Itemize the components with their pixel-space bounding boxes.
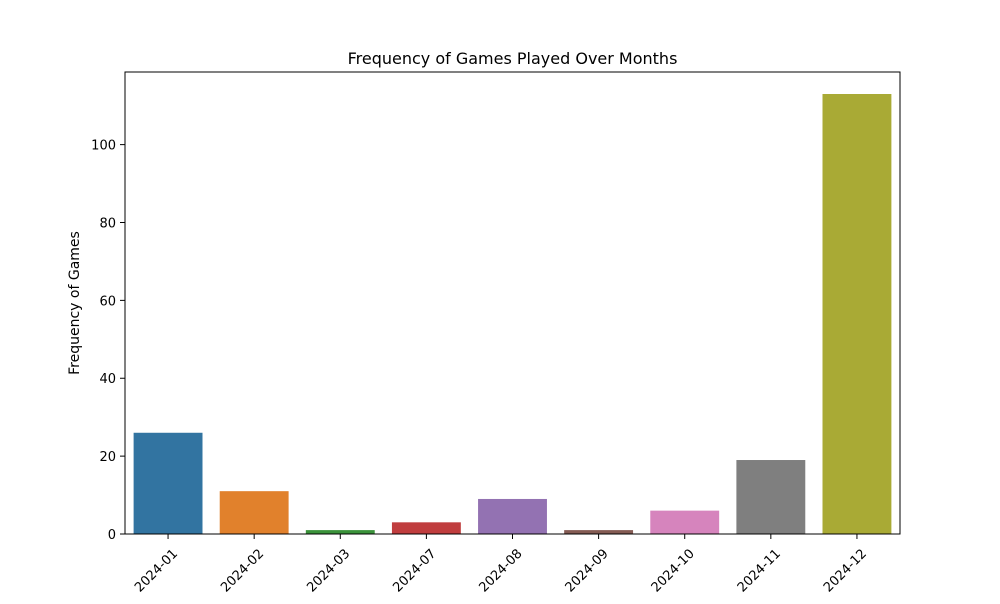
bar-2024-07 [391, 522, 461, 534]
bar-2024-01 [133, 432, 203, 534]
bar-2024-09 [564, 530, 634, 534]
x-tick-label: 2024-03 [304, 546, 353, 595]
x-tick-label: 2024-11 [735, 546, 784, 595]
bar-2024-03 [305, 530, 375, 534]
bar-2024-12 [822, 94, 892, 534]
x-tick-label: 2024-10 [649, 546, 698, 595]
bar-2024-11 [736, 460, 806, 534]
bar-2024-08 [478, 498, 547, 534]
x-tick-label: 2024-01 [132, 546, 181, 595]
bar-2024-02 [219, 491, 289, 534]
y-tick-label: 80 [99, 216, 116, 231]
y-tick-label: 20 [99, 450, 116, 465]
plot-frame [124, 71, 901, 535]
y-tick-label: 100 [91, 139, 116, 154]
x-axis-ticks: 2024-01 2024-02 2024-03 2024-07 2024-08 2024-… [132, 534, 870, 595]
x-tick-label: 2024-12 [821, 546, 870, 595]
y-axis-ticks: 0 20 40 60 80 100 [91, 139, 125, 543]
bars-group [133, 94, 892, 534]
y-tick-label: 60 [99, 294, 116, 309]
bar-2024-10 [650, 510, 720, 534]
y-tick-label: 40 [99, 372, 116, 387]
y-tick-label: 0 [108, 528, 116, 543]
x-tick-label: 2024-08 [477, 546, 526, 595]
chart-title: Frequency of Games Played Over Months [348, 49, 678, 68]
x-tick-label: 2024-09 [563, 546, 612, 595]
y-axis-label: Frequency of Games [67, 231, 83, 375]
x-tick-label: 2024-02 [218, 546, 267, 595]
x-tick-label: 2024-07 [390, 546, 439, 595]
